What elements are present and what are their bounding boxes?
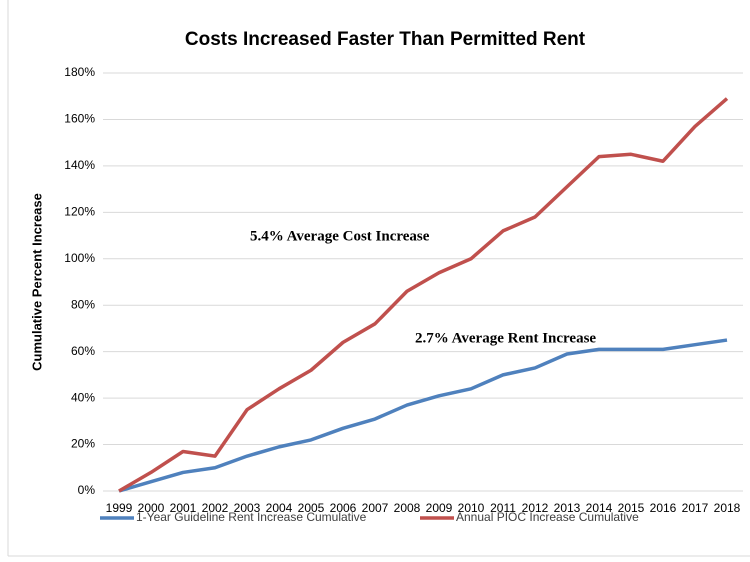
line-series (118, 97, 729, 493)
y-tick-label: 80% (71, 297, 95, 311)
y-tick-label: 20% (71, 437, 95, 451)
x-tick-label: 2005 (298, 501, 325, 515)
x-tick-label: 2008 (394, 501, 421, 515)
x-tick-label: 2011 (490, 501, 516, 515)
x-tick-label: 2010 (458, 501, 485, 515)
x-tick-label: 2012 (522, 501, 549, 515)
annotation: 5.4% Average Cost Increase (250, 228, 430, 244)
x-tick-label: 1999 (106, 501, 133, 515)
y-axis-label: Cumulative Percent Increase (29, 193, 44, 371)
legend-label: 1-Year Guideline Rent Increase Cumulativ… (136, 510, 367, 524)
line-series (118, 338, 728, 493)
x-tick-label: 2015 (618, 501, 645, 515)
y-tick-label: 140% (64, 158, 95, 172)
y-tick-label: 40% (71, 390, 95, 404)
x-tick-label: 2014 (586, 501, 613, 515)
x-tick-label: 2003 (234, 501, 261, 515)
x-tick-label: 2013 (554, 501, 581, 515)
x-tick-label: 2000 (138, 501, 165, 515)
y-tick-label: 180% (64, 65, 95, 79)
legend-label: Annual PIOC Increase Cumulative (456, 510, 639, 524)
x-tick-label: 2002 (202, 501, 229, 515)
y-tick-label: 60% (71, 344, 95, 358)
y-tick-label: 120% (64, 205, 95, 219)
x-tick-label: 2001 (170, 501, 197, 515)
x-tick-label: 2004 (266, 501, 293, 515)
x-tick-label: 2016 (650, 501, 677, 515)
chart-title: Costs Increased Faster Than Permitted Re… (185, 29, 586, 50)
x-tick-label: 2017 (682, 501, 709, 515)
x-tick-label: 2009 (426, 501, 453, 515)
x-tick-label: 2007 (362, 501, 389, 515)
y-tick-label: 160% (64, 112, 95, 126)
y-tick-label: 100% (64, 251, 95, 265)
x-tick-label: 2006 (330, 501, 357, 515)
annotation: 2.7% Average Rent Increase (415, 330, 596, 346)
x-tick-label: 2018 (714, 501, 741, 515)
y-tick-label: 0% (78, 483, 96, 497)
